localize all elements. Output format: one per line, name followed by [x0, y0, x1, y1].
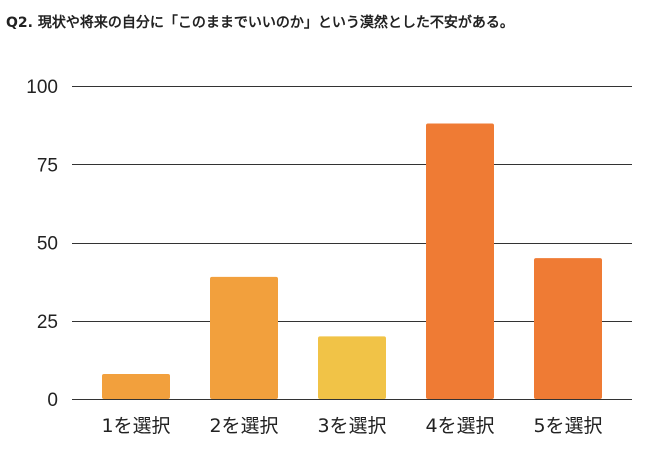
x-category-label-5: 5を選択 — [533, 415, 602, 437]
y-tick-label-50: 50 — [37, 234, 58, 255]
y-axis-tick-labels: 0 25 50 75 100 — [26, 77, 58, 411]
y-tick-label-25: 25 — [37, 312, 58, 333]
bars — [102, 123, 602, 399]
y-tick-label-75: 75 — [37, 155, 58, 176]
x-category-label-3: 3を選択 — [317, 415, 386, 437]
bar-5 — [534, 258, 602, 399]
x-category-label-2: 2を選択 — [209, 415, 278, 437]
y-tick-label-0: 0 — [47, 390, 58, 411]
bar-4 — [426, 123, 494, 399]
bar-1 — [102, 373, 170, 399]
x-axis-category-labels: 1を選択 2を選択 3を選択 4を選択 5を選択 — [101, 415, 602, 437]
chart-title: Q2. 現状や将来の自分に「このままでいいのか」という漠然とした不安がある。 — [6, 15, 514, 31]
gridlines — [72, 86, 632, 400]
bar-2 — [210, 276, 278, 399]
bar-3 — [318, 336, 386, 399]
x-category-label-1: 1を選択 — [101, 415, 170, 437]
y-tick-label-100: 100 — [26, 77, 58, 98]
x-category-label-4: 4を選択 — [425, 415, 494, 437]
